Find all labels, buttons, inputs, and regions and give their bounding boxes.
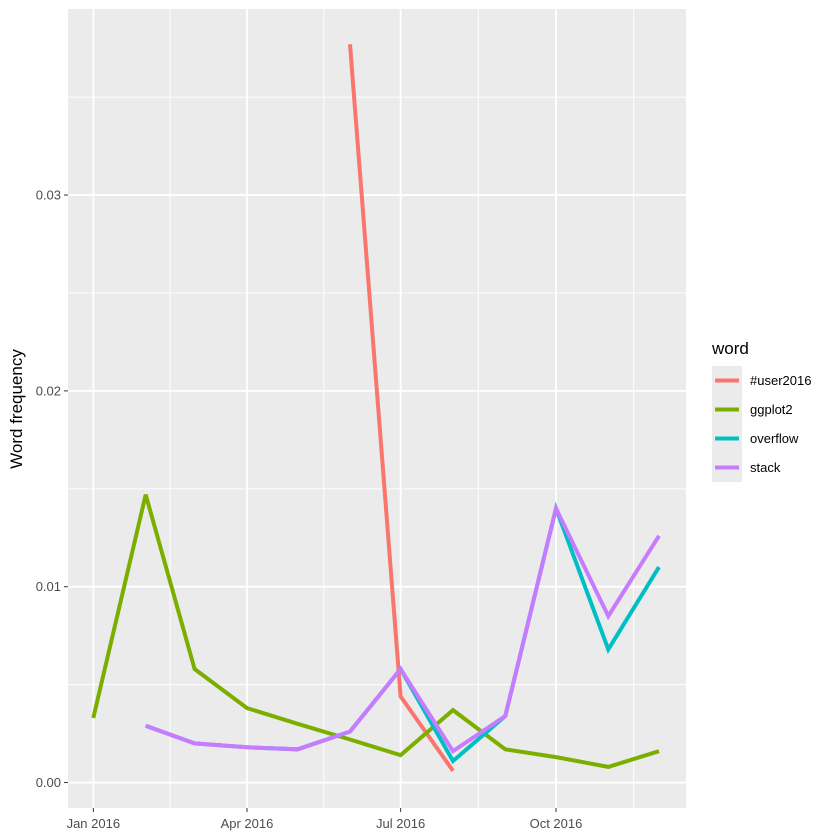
x-tick-label: Oct 2016 bbox=[530, 816, 583, 831]
series-line-ggplot2 bbox=[91, 494, 660, 769]
legend-item-stack: stack bbox=[712, 453, 781, 482]
legend-label: overflow bbox=[750, 431, 799, 446]
y-tick-label: 0.02 bbox=[36, 383, 61, 398]
legend: word #user2016 ggplot2 overflow stack bbox=[711, 339, 811, 482]
x-tick-label: Jul 2016 bbox=[376, 816, 425, 831]
x-tick-label: Jan 2016 bbox=[67, 816, 121, 831]
legend-label: #user2016 bbox=[750, 373, 811, 388]
legend-label: ggplot2 bbox=[750, 402, 793, 417]
series-lines bbox=[91, 44, 661, 772]
legend-item-ggplot2: ggplot2 bbox=[712, 395, 793, 424]
legend-items: #user2016 ggplot2 overflow stack bbox=[712, 366, 811, 482]
x-axis: Jan 2016 Apr 2016 Jul 2016 Oct 2016 bbox=[67, 808, 583, 831]
y-tick-label: 0.00 bbox=[36, 775, 61, 790]
y-axis: 0.00 0.01 0.02 0.03 bbox=[36, 188, 68, 790]
series-line-user2016 bbox=[348, 44, 455, 772]
y-tick-label: 0.03 bbox=[36, 188, 61, 203]
legend-item-overflow: overflow bbox=[712, 424, 799, 453]
legend-label: stack bbox=[750, 460, 781, 475]
y-axis-title: Word frequency bbox=[7, 349, 26, 469]
x-tick-label: Apr 2016 bbox=[221, 816, 274, 831]
grid-minor bbox=[68, 9, 686, 808]
series-line-stack bbox=[145, 502, 661, 755]
y-tick-label: 0.01 bbox=[36, 579, 61, 594]
legend-title: word bbox=[711, 339, 749, 358]
legend-item-user2016: #user2016 bbox=[712, 366, 811, 395]
